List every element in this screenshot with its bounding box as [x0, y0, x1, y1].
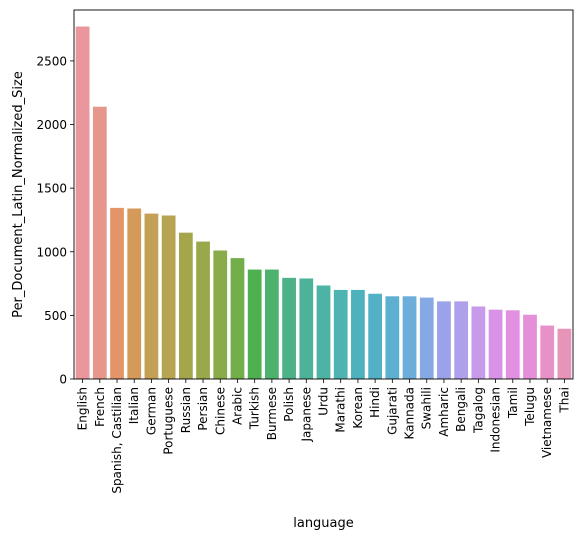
y-tick-label: 1500: [36, 182, 67, 196]
x-tick-label: German: [144, 387, 158, 435]
x-tick-label: Tamil: [506, 387, 520, 419]
bar-indonesian: [488, 309, 503, 379]
x-axis: English French Spanish, Castilian Italian Ge…: [76, 379, 571, 494]
y-tick-label: 0: [59, 373, 67, 387]
x-tick-label: Telugu: [523, 387, 537, 427]
bar-bengali: [454, 301, 469, 379]
x-tick-label: Portuguese: [162, 387, 176, 455]
bar-hindi: [368, 293, 383, 379]
bar-japanese: [299, 278, 314, 379]
bar-amharic: [437, 301, 451, 379]
x-tick-label: Chinese: [213, 387, 227, 435]
x-tick-label: Spanish, Castilian: [110, 387, 124, 494]
y-tick-label: 500: [44, 309, 67, 323]
bar-tagalog: [471, 306, 486, 379]
bar-portuguese: [161, 215, 176, 379]
bars-group: [75, 26, 572, 380]
bar-arabic: [230, 258, 245, 379]
x-tick-label: Korean: [351, 387, 365, 429]
x-tick-label: Persian: [196, 387, 210, 431]
x-tick-label: Amharic: [437, 387, 451, 437]
bar-german: [144, 213, 159, 379]
bar-urdu: [316, 285, 331, 379]
x-tick-label: Gujarati: [385, 387, 399, 435]
y-tick-label: 2500: [36, 54, 67, 68]
bar-turkish: [247, 269, 262, 379]
y-axis: 0 500 1000 1500 2000 2500: [36, 54, 74, 387]
bar-spanish-castilian: [110, 207, 124, 379]
bar-burmese: [264, 269, 279, 379]
x-tick-label: Russian: [179, 387, 193, 433]
x-tick-label: Marathi: [334, 387, 348, 433]
x-tick-label: Kannada: [403, 387, 417, 440]
bar-vietnamese: [540, 325, 555, 379]
bar-french: [92, 106, 107, 380]
bar-russian: [178, 232, 193, 379]
bar-italian: [127, 208, 142, 379]
x-tick-label: Vietnamese: [540, 387, 554, 458]
x-tick-label: French: [93, 387, 107, 427]
x-tick-label: Burmese: [265, 387, 279, 440]
bar-kannada: [402, 296, 417, 379]
bar-telugu: [523, 314, 537, 379]
bar-polish: [282, 277, 296, 379]
x-tick-label: English: [76, 387, 90, 430]
x-tick-label: Arabic: [230, 387, 244, 425]
bar-english: [75, 26, 90, 379]
bar-thai: [557, 328, 572, 379]
bar-tamil: [505, 310, 520, 379]
x-tick-label: Japanese: [299, 387, 313, 443]
x-tick-label: Hindi: [368, 387, 382, 418]
x-tick-label: Indonesian: [489, 387, 503, 453]
x-tick-label: Italian: [127, 387, 141, 424]
y-tick-label: 1000: [36, 245, 67, 259]
x-tick-label: Tagalog: [471, 387, 485, 434]
x-tick-label: Swahili: [420, 387, 434, 429]
bar-persian: [196, 241, 210, 379]
bar-chinese: [213, 250, 228, 379]
bar-marathi: [333, 289, 348, 379]
bar-swahili: [419, 297, 434, 379]
x-tick-label: Thai: [557, 387, 571, 414]
x-tick-label: Urdu: [317, 387, 331, 416]
bar-korean: [351, 289, 365, 379]
y-axis-label: Per_Document_Latin_Normalized_Size: [11, 71, 26, 318]
bar-gujarati: [385, 296, 400, 379]
x-axis-label: language: [293, 516, 354, 531]
x-tick-label: Bengali: [454, 387, 468, 432]
x-tick-label: Turkish: [248, 387, 262, 430]
x-tick-label: Polish: [282, 387, 296, 422]
y-tick-label: 2000: [36, 118, 67, 132]
